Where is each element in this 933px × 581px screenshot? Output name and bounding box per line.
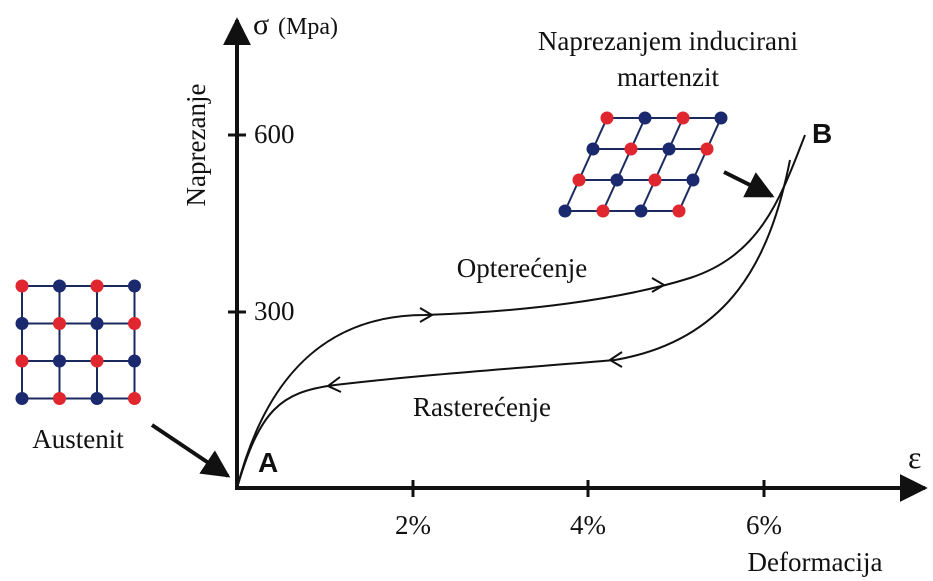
x-tick-label: 4%: [570, 510, 606, 540]
direction-arrow: [651, 277, 666, 293]
point-label: B: [812, 118, 832, 149]
loading-label: Opterećenje: [457, 253, 587, 283]
loading-curve: [236, 134, 806, 489]
atom: [90, 317, 104, 330]
unloading-label: Rasterećenje: [413, 392, 551, 422]
atom: [714, 111, 728, 125]
y-symbol: σ: [253, 8, 269, 41]
atom: [53, 279, 66, 293]
atom: [610, 173, 624, 187]
y-tick-label: 300: [254, 296, 295, 326]
x-tick-label: 2%: [395, 510, 431, 540]
martensite-label: Naprezanjem inducirani: [538, 26, 798, 56]
martensite-label: martenzit: [617, 62, 719, 92]
point-label: A: [258, 447, 278, 478]
atom: [53, 317, 66, 330]
atom: [128, 317, 141, 330]
atom: [648, 173, 662, 187]
atom: [15, 354, 29, 368]
atom: [90, 392, 104, 405]
atom: [624, 142, 638, 156]
atom: [686, 173, 700, 187]
atom: [90, 279, 104, 293]
atom: [15, 317, 29, 330]
direction-arrow: [608, 351, 623, 368]
atom: [128, 354, 141, 368]
atom: [15, 392, 29, 405]
x-tick-label: 6%: [746, 510, 782, 540]
atom: [600, 111, 614, 125]
atom: [672, 204, 686, 218]
atom: [572, 173, 586, 187]
atom: [53, 392, 66, 405]
y-tick-label: 600: [254, 119, 295, 149]
atom: [638, 111, 652, 125]
pointer-arrow: [723, 170, 775, 198]
atom: [558, 204, 572, 218]
atom: [662, 142, 676, 156]
atom: [634, 204, 648, 218]
atom: [586, 142, 600, 156]
unloading-curve: [236, 159, 791, 489]
y-title: Naprezanje: [181, 84, 211, 207]
lattices: [15, 111, 728, 405]
atom: [128, 392, 141, 405]
direction-arrow: [326, 376, 342, 393]
atom: [128, 279, 141, 293]
atom: [53, 354, 66, 368]
direction-arrow: [419, 307, 434, 323]
x-symbol: ε: [908, 439, 921, 475]
x-title: Deformacija: [748, 547, 883, 577]
austenite-label: Austenit: [32, 424, 124, 454]
atom: [15, 279, 29, 293]
atom: [676, 111, 690, 125]
atom: [700, 142, 714, 156]
atom: [596, 204, 610, 218]
pointer-arrow: [150, 423, 231, 478]
atom: [90, 354, 104, 368]
y-unit: (Mpa): [278, 14, 338, 40]
